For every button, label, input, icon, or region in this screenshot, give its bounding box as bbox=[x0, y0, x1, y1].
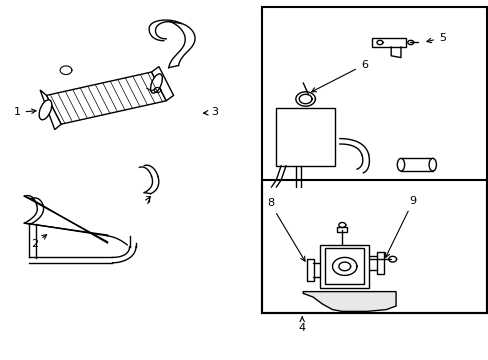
Bar bbox=[261, 180, 486, 313]
Text: 5: 5 bbox=[426, 33, 445, 43]
Bar bbox=[337, 227, 346, 232]
Polygon shape bbox=[303, 292, 395, 311]
Text: 3: 3 bbox=[203, 107, 218, 117]
Polygon shape bbox=[151, 67, 173, 101]
Polygon shape bbox=[46, 72, 166, 124]
Text: 4: 4 bbox=[298, 317, 305, 333]
Text: 6: 6 bbox=[311, 60, 367, 92]
Text: 9: 9 bbox=[385, 196, 416, 257]
Ellipse shape bbox=[428, 158, 435, 171]
Text: 7: 7 bbox=[144, 196, 151, 206]
Ellipse shape bbox=[39, 100, 52, 120]
Polygon shape bbox=[40, 90, 61, 130]
Text: 2: 2 bbox=[31, 235, 46, 249]
Bar bbox=[306, 259, 314, 281]
Bar bbox=[400, 158, 432, 171]
Bar bbox=[376, 252, 383, 274]
Ellipse shape bbox=[150, 74, 162, 93]
Ellipse shape bbox=[396, 158, 404, 171]
Text: 8: 8 bbox=[266, 198, 305, 261]
Bar bbox=[276, 108, 334, 166]
Bar bbox=[320, 245, 368, 288]
Bar bbox=[261, 7, 486, 313]
Bar bbox=[325, 248, 364, 284]
Bar bbox=[371, 38, 405, 47]
Text: 1: 1 bbox=[14, 107, 36, 117]
